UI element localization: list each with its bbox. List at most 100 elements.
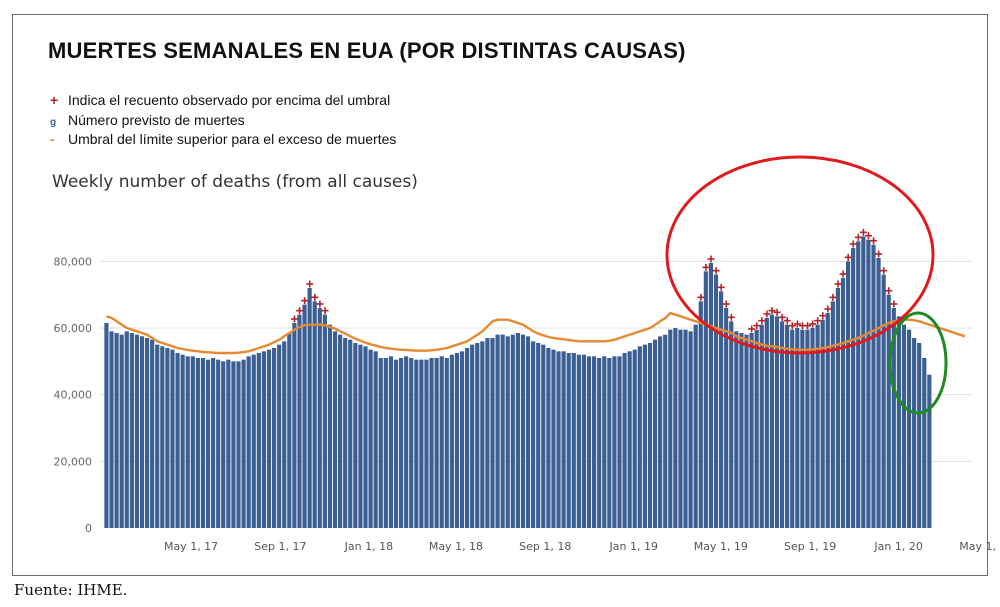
bar: [906, 329, 912, 528]
excess-marker: [875, 250, 883, 258]
bar: [246, 356, 251, 528]
excess-marker: [809, 320, 817, 328]
chart-title: Weekly number of deaths (from all causes…: [52, 172, 418, 192]
bar: [241, 359, 246, 528]
bar: [652, 339, 658, 528]
bar: [409, 358, 414, 528]
bar: [856, 241, 861, 529]
excess-marker: [859, 228, 867, 236]
bar: [876, 258, 881, 528]
bar: [520, 334, 526, 528]
bar: [282, 341, 287, 528]
bar: [708, 263, 714, 528]
bar: [266, 349, 272, 528]
bar: [693, 324, 698, 528]
bar: [622, 353, 627, 528]
bar: [195, 358, 200, 528]
excess-marker: [753, 322, 761, 330]
bar: [729, 321, 734, 528]
bar: [160, 346, 165, 528]
x-tick-label: May 1, 19: [694, 540, 748, 553]
bar: [287, 333, 292, 528]
bar: [658, 336, 663, 528]
excess-marker: [788, 322, 796, 330]
excess-marker: [819, 312, 827, 320]
bar: [515, 333, 520, 528]
excess-marker: [697, 293, 705, 301]
bar: [236, 361, 241, 528]
excess-marker: [885, 287, 893, 295]
bar: [510, 334, 515, 528]
excess-marker: [844, 253, 852, 261]
bar: [749, 333, 754, 528]
bar: [368, 349, 373, 528]
bar: [840, 278, 846, 528]
excess-marker: [758, 317, 766, 325]
source-note: Fuente: IHME.: [14, 581, 128, 599]
bar: [485, 338, 490, 528]
bar: [317, 308, 322, 528]
bar: [429, 358, 434, 528]
bar: [327, 324, 333, 528]
excess-marker: [783, 317, 791, 325]
bar: [444, 358, 449, 528]
bar: [861, 236, 866, 529]
bar-marker-icon: g: [50, 117, 57, 128]
bar: [404, 356, 409, 528]
bar: [490, 338, 495, 528]
excess-marker: [311, 293, 319, 301]
excess-marker: [880, 267, 888, 275]
bar: [398, 358, 404, 528]
y-tick-label: 60,000: [54, 322, 93, 335]
bar: [612, 356, 617, 528]
bar: [114, 333, 119, 528]
bar: [261, 351, 267, 528]
bar: [495, 334, 500, 528]
excess-marker: [722, 300, 730, 308]
bar: [683, 329, 688, 528]
bar: [566, 353, 571, 528]
bar: [851, 248, 856, 528]
bar: [449, 354, 454, 528]
x-tick-label: Jan 1, 19: [609, 540, 658, 553]
bar: [470, 344, 475, 528]
bar: [719, 291, 724, 528]
bar: [779, 321, 785, 528]
bar: [338, 334, 343, 528]
excess-marker: [890, 300, 898, 308]
bar: [109, 331, 114, 528]
bar: [886, 294, 891, 528]
excess-marker: [768, 307, 776, 315]
bar: [175, 353, 180, 528]
excess-marker: [804, 322, 812, 330]
legend-item-observed-above-threshold: + Indica el recuento observado por encima…: [50, 92, 390, 110]
plus-marker-icon: +: [50, 92, 59, 108]
bar: [795, 328, 800, 528]
excess-marker: [773, 308, 781, 316]
excess-marker: [849, 240, 857, 248]
excess-marker: [834, 280, 842, 288]
legend-item-expected-deaths: g Número previsto de muertes: [50, 112, 245, 130]
bar: [835, 288, 841, 528]
bar: [129, 333, 134, 528]
bar: [383, 358, 388, 528]
bar: [378, 358, 383, 528]
x-tick-label: Sep 1, 18: [519, 540, 571, 553]
figure-frame: [12, 14, 988, 576]
bar: [810, 328, 815, 528]
threshold-line: [106, 311, 966, 355]
excess-marker: [793, 320, 801, 328]
bar: [871, 244, 876, 528]
bar: [256, 353, 261, 528]
bar: [769, 314, 774, 528]
bar: [150, 339, 155, 528]
legend-label: Indica el recuento observado por encima …: [68, 92, 391, 108]
bar: [790, 329, 795, 528]
bar: [830, 301, 835, 528]
bar: [332, 331, 338, 528]
bar: [292, 323, 297, 528]
bar: [556, 351, 561, 528]
bar: [525, 336, 531, 528]
x-tick-label: Jan 1, 18: [344, 540, 393, 553]
excess-marker: [763, 310, 771, 318]
